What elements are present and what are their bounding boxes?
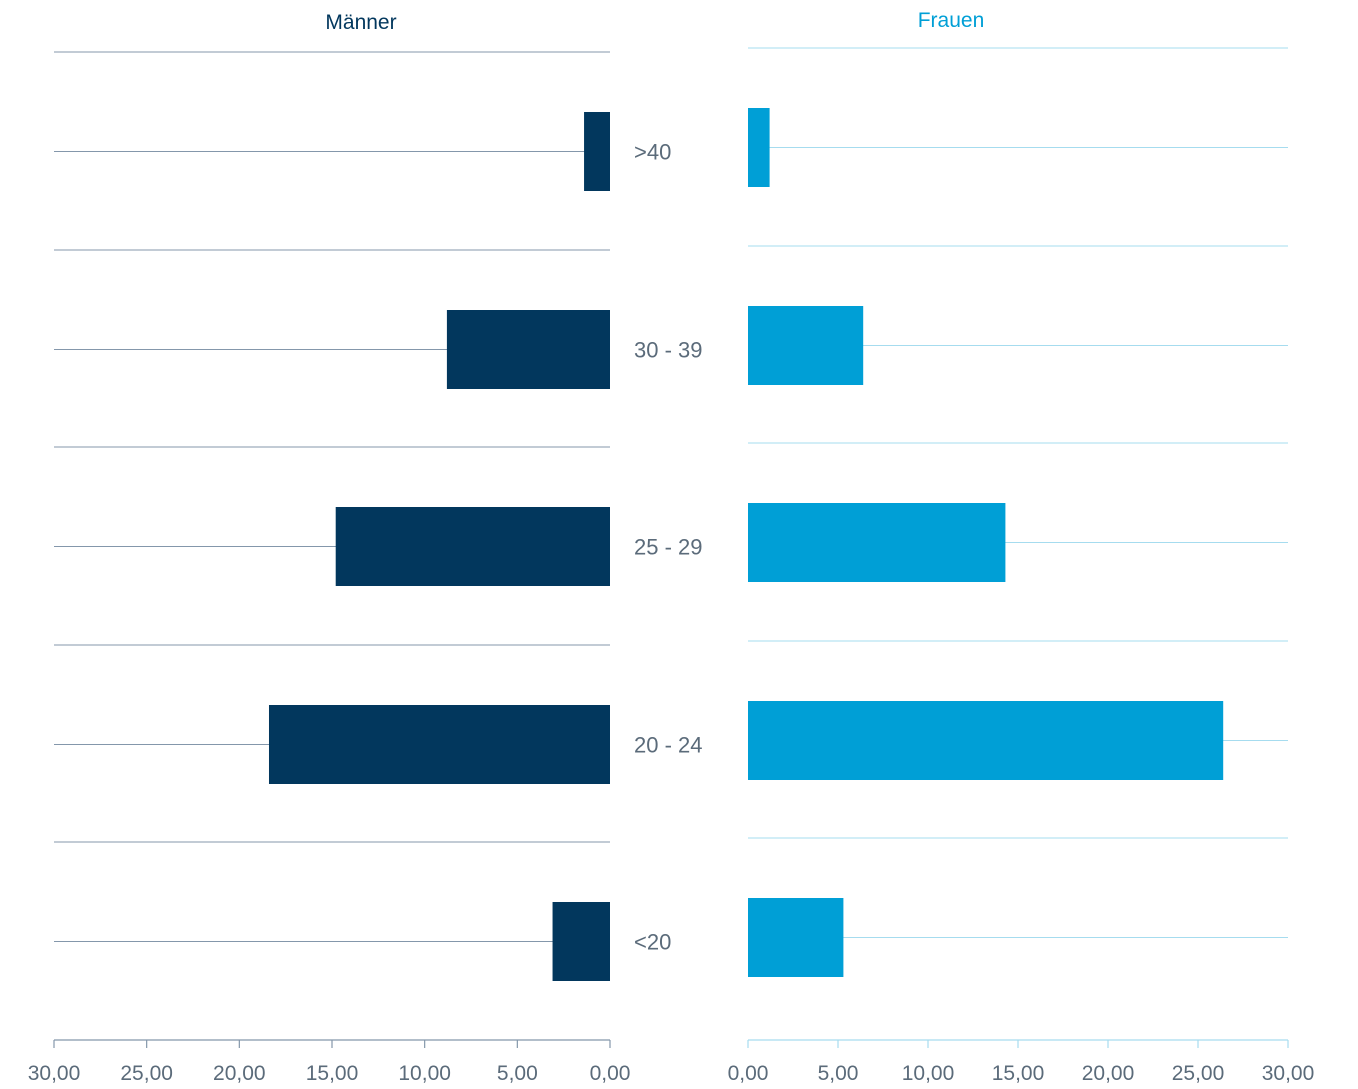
right-x-tick-label: 15,00 [992, 1062, 1045, 1085]
left-x-tick-label: 15,00 [306, 1062, 359, 1085]
grid-lines [54, 47, 1288, 942]
category-label: <20 [634, 930, 671, 955]
bar-frauen-1 [748, 306, 864, 385]
bar-frauen-2 [748, 503, 1006, 582]
right-x-tick-label: 10,00 [902, 1062, 955, 1085]
category-label: 30 - 39 [634, 338, 703, 363]
category-label: >40 [634, 140, 671, 165]
left-x-tick-label: 30,00 [28, 1062, 81, 1085]
right-x-tick-label: 0,00 [728, 1062, 769, 1085]
category-labels: >40 30 - 39 25 - 29 20 - 24 <20 [634, 140, 703, 955]
bar-maenner-3 [268, 705, 610, 784]
right-x-tick-label: 20,00 [1082, 1062, 1135, 1085]
right-x-tick-label: 30,00 [1262, 1062, 1315, 1085]
bar-frauen-0 [748, 108, 770, 187]
bar-maenner-1 [446, 310, 610, 389]
left-x-tick-label: 0,00 [590, 1062, 631, 1085]
left-x-tick-label: 5,00 [497, 1062, 538, 1085]
bar-maenner-4 [552, 902, 610, 981]
right-panel-title: Frauen [918, 9, 985, 32]
bar-maenner-2 [335, 507, 610, 586]
left-panel-title: Männer [325, 11, 396, 34]
bar-frauen-4 [748, 898, 844, 977]
left-x-tick-label: 25,00 [120, 1062, 173, 1085]
bars [268, 108, 1224, 981]
left-x-tick-label: 10,00 [398, 1062, 451, 1085]
bar-frauen-3 [748, 701, 1224, 780]
right-x-tick-label: 5,00 [818, 1062, 859, 1085]
bar-maenner-0 [584, 112, 610, 191]
category-label: 25 - 29 [634, 535, 703, 560]
x-axes: 0,00 0,00 5,00 5,00 10,00 10,00 15,00 15,00 20,0… [28, 1039, 1315, 1085]
left-x-tick-label: 20,00 [213, 1062, 266, 1085]
right-x-tick-label: 25,00 [1172, 1062, 1225, 1085]
category-label: 20 - 24 [634, 733, 703, 758]
